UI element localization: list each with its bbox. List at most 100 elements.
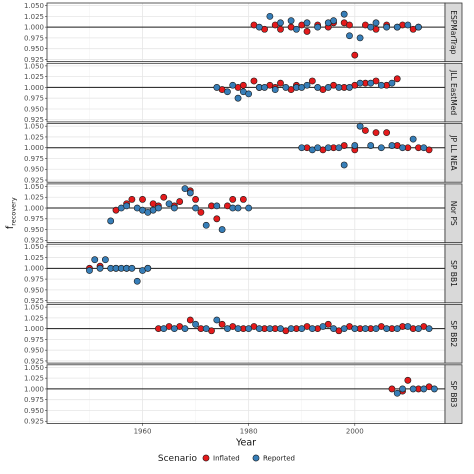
data-point-inflated [404,376,412,384]
data-point-reported [128,264,136,272]
data-point-inflated [192,196,199,203]
data-point-reported [91,256,99,264]
data-point-inflated [218,320,226,328]
data-point-reported [133,277,141,285]
data-point-inflated [176,198,184,205]
data-point-reported [361,325,369,333]
y-tick-label: 0.975 [24,215,44,223]
data-point-reported [393,389,401,397]
data-point-reported [319,323,327,330]
y-tick-label: 0.975 [24,396,44,404]
data-point-reported [372,325,380,333]
data-point-reported [409,135,417,143]
legend-key-reported [252,454,260,462]
data-point-inflated [229,196,237,203]
data-point-inflated [372,129,380,137]
y-tick-label: 0.925 [24,116,44,124]
facet-label: SP BB3 [449,381,458,408]
y-tick-label: 0.925 [24,237,44,245]
y-tick-label: 1.000 [24,84,44,92]
panel-background-sp-bb2 [47,304,445,364]
data-point-reported [229,81,237,89]
data-point-reported [170,325,178,333]
data-point-reported [330,325,337,333]
data-point-reported [340,10,348,18]
data-point-inflated [186,316,194,324]
data-point-reported [181,325,189,333]
data-point-inflated [277,25,284,33]
y-tick-label: 0.950 [24,166,44,174]
y-tick-label: 0.950 [24,45,44,53]
data-point-reported [155,204,162,212]
data-point-inflated [213,215,221,223]
data-point-reported [430,385,438,393]
data-point-reported [287,17,295,25]
y-tick-label: 1.025 [24,73,44,81]
data-point-reported [107,217,115,225]
data-point-inflated [197,208,205,216]
data-point-inflated [388,385,396,393]
data-point-reported [425,325,433,333]
facet-strip-sp-bb3 [444,364,463,424]
data-point-reported [218,226,226,233]
data-point-reported [234,325,242,333]
data-point-reported [224,325,231,333]
data-point-reported [404,21,412,29]
data-point-reported [245,204,253,212]
data-point-reported [388,142,396,149]
data-point-inflated [239,196,247,203]
data-point-reported [266,12,274,20]
facet-strip-sp-bb1 [444,243,463,304]
data-point-reported [308,325,316,333]
data-point-reported [86,267,93,274]
data-point-reported [123,202,130,210]
data-point-reported [420,385,428,393]
data-point-reported [367,79,375,87]
data-point-reported [420,144,428,152]
panel-background-sp-bb3 [47,364,445,424]
y-tick-label: 0.975 [24,155,44,163]
y-tick-label: 1.050 [24,243,44,251]
data-point-reported [367,23,375,31]
legend-key-inflated [202,454,210,462]
data-point-inflated [160,193,168,201]
data-point-reported [351,142,359,149]
data-point-inflated [239,81,247,89]
y-tick-label: 1.000 [24,144,44,152]
y-tick-label: 0.950 [24,226,44,234]
y-tick-label: 1.050 [24,183,44,191]
data-point-reported [377,144,385,152]
data-point-reported [393,23,401,31]
data-point-reported [314,84,322,91]
data-point-reported [340,161,348,169]
data-point-inflated [308,77,316,85]
data-point-reported [181,185,189,193]
y-tick-label: 0.925 [24,418,44,426]
data-point-reported [415,23,422,31]
data-point-reported [330,17,337,25]
facet-label: JP LL NEA [449,134,458,171]
data-point-inflated [351,51,359,59]
facet-strip-espmartrap [444,2,463,62]
data-point-reported [383,23,391,31]
facet-label: SP BB2 [449,320,458,347]
y-tick-label: 1.000 [24,24,44,32]
data-point-inflated [139,196,146,203]
data-point-reported [324,144,332,152]
data-point-reported [277,19,284,27]
data-point-reported [186,189,194,197]
data-point-reported [399,385,406,393]
data-point-reported [377,81,385,89]
data-point-reported [383,325,391,333]
y-tick-label: 1.050 [24,303,44,311]
x-axis-title: Year [235,437,256,448]
y-tick-label: 0.925 [24,357,44,365]
data-point-reported [213,202,221,210]
data-point-reported [266,325,274,333]
facet-strip-jll-eastmed [444,62,463,123]
facet-label: JLL EastMed [449,69,458,115]
y-tick-label: 1.050 [24,2,44,10]
y-tick-label: 0.950 [24,407,44,415]
y-tick-label: 0.975 [24,95,44,103]
